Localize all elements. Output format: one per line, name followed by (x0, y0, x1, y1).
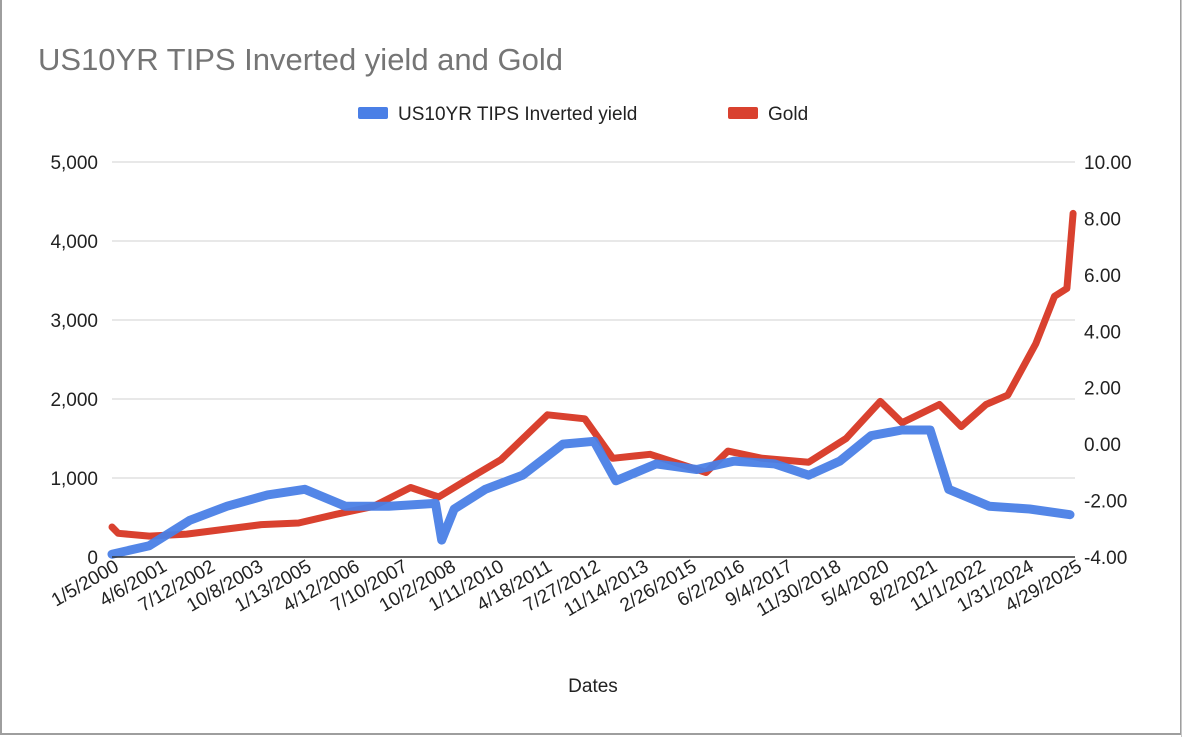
right-tick-label: 2.00 (1084, 379, 1121, 400)
right-tick-label: 4.00 (1084, 322, 1121, 343)
legend-label-tips: US10YR TIPS Inverted yield (398, 104, 637, 125)
right-tick-label: 6.00 (1084, 266, 1121, 287)
right-axis-labels: -4.00 -2.00 0.00 2.00 4.00 6.00 8.00 10.00 (1084, 153, 1132, 569)
gridlines (112, 161, 1075, 479)
legend-swatch-gold (728, 107, 758, 119)
left-tick-label: 5,000 (50, 153, 98, 174)
gold-line (108, 209, 1077, 540)
right-tick-label: 0.00 (1084, 435, 1121, 456)
right-tick-label: -4.00 (1084, 548, 1127, 569)
right-tick-label: -2.00 (1084, 492, 1127, 513)
x-axis-title: Dates (568, 676, 618, 697)
tips-inverted-yield-line (107, 425, 1075, 559)
legend-label-gold: Gold (768, 104, 808, 125)
legend: US10YR TIPS Inverted yield Gold (358, 104, 808, 125)
chart-title: US10YR TIPS Inverted yield and Gold (38, 42, 563, 77)
left-tick-label: 2,000 (50, 390, 98, 411)
series-lines (107, 209, 1077, 559)
right-tick-label: 10.00 (1084, 153, 1132, 174)
left-tick-label: 1,000 (50, 469, 98, 490)
x-axis-labels: 1/5/20004/6/20017/12/200210/8/20031/13/2… (48, 556, 1086, 621)
left-axis-labels: 0 1,000 2,000 3,000 4,000 5,000 (50, 153, 98, 569)
left-tick-label: 0 (87, 548, 98, 569)
left-tick-label: 4,000 (50, 232, 98, 253)
spreadsheet-gridlines (1181, 0, 1200, 737)
legend-swatch-tips (358, 107, 388, 119)
right-tick-label: 8.00 (1084, 209, 1121, 230)
left-tick-label: 3,000 (50, 311, 98, 332)
